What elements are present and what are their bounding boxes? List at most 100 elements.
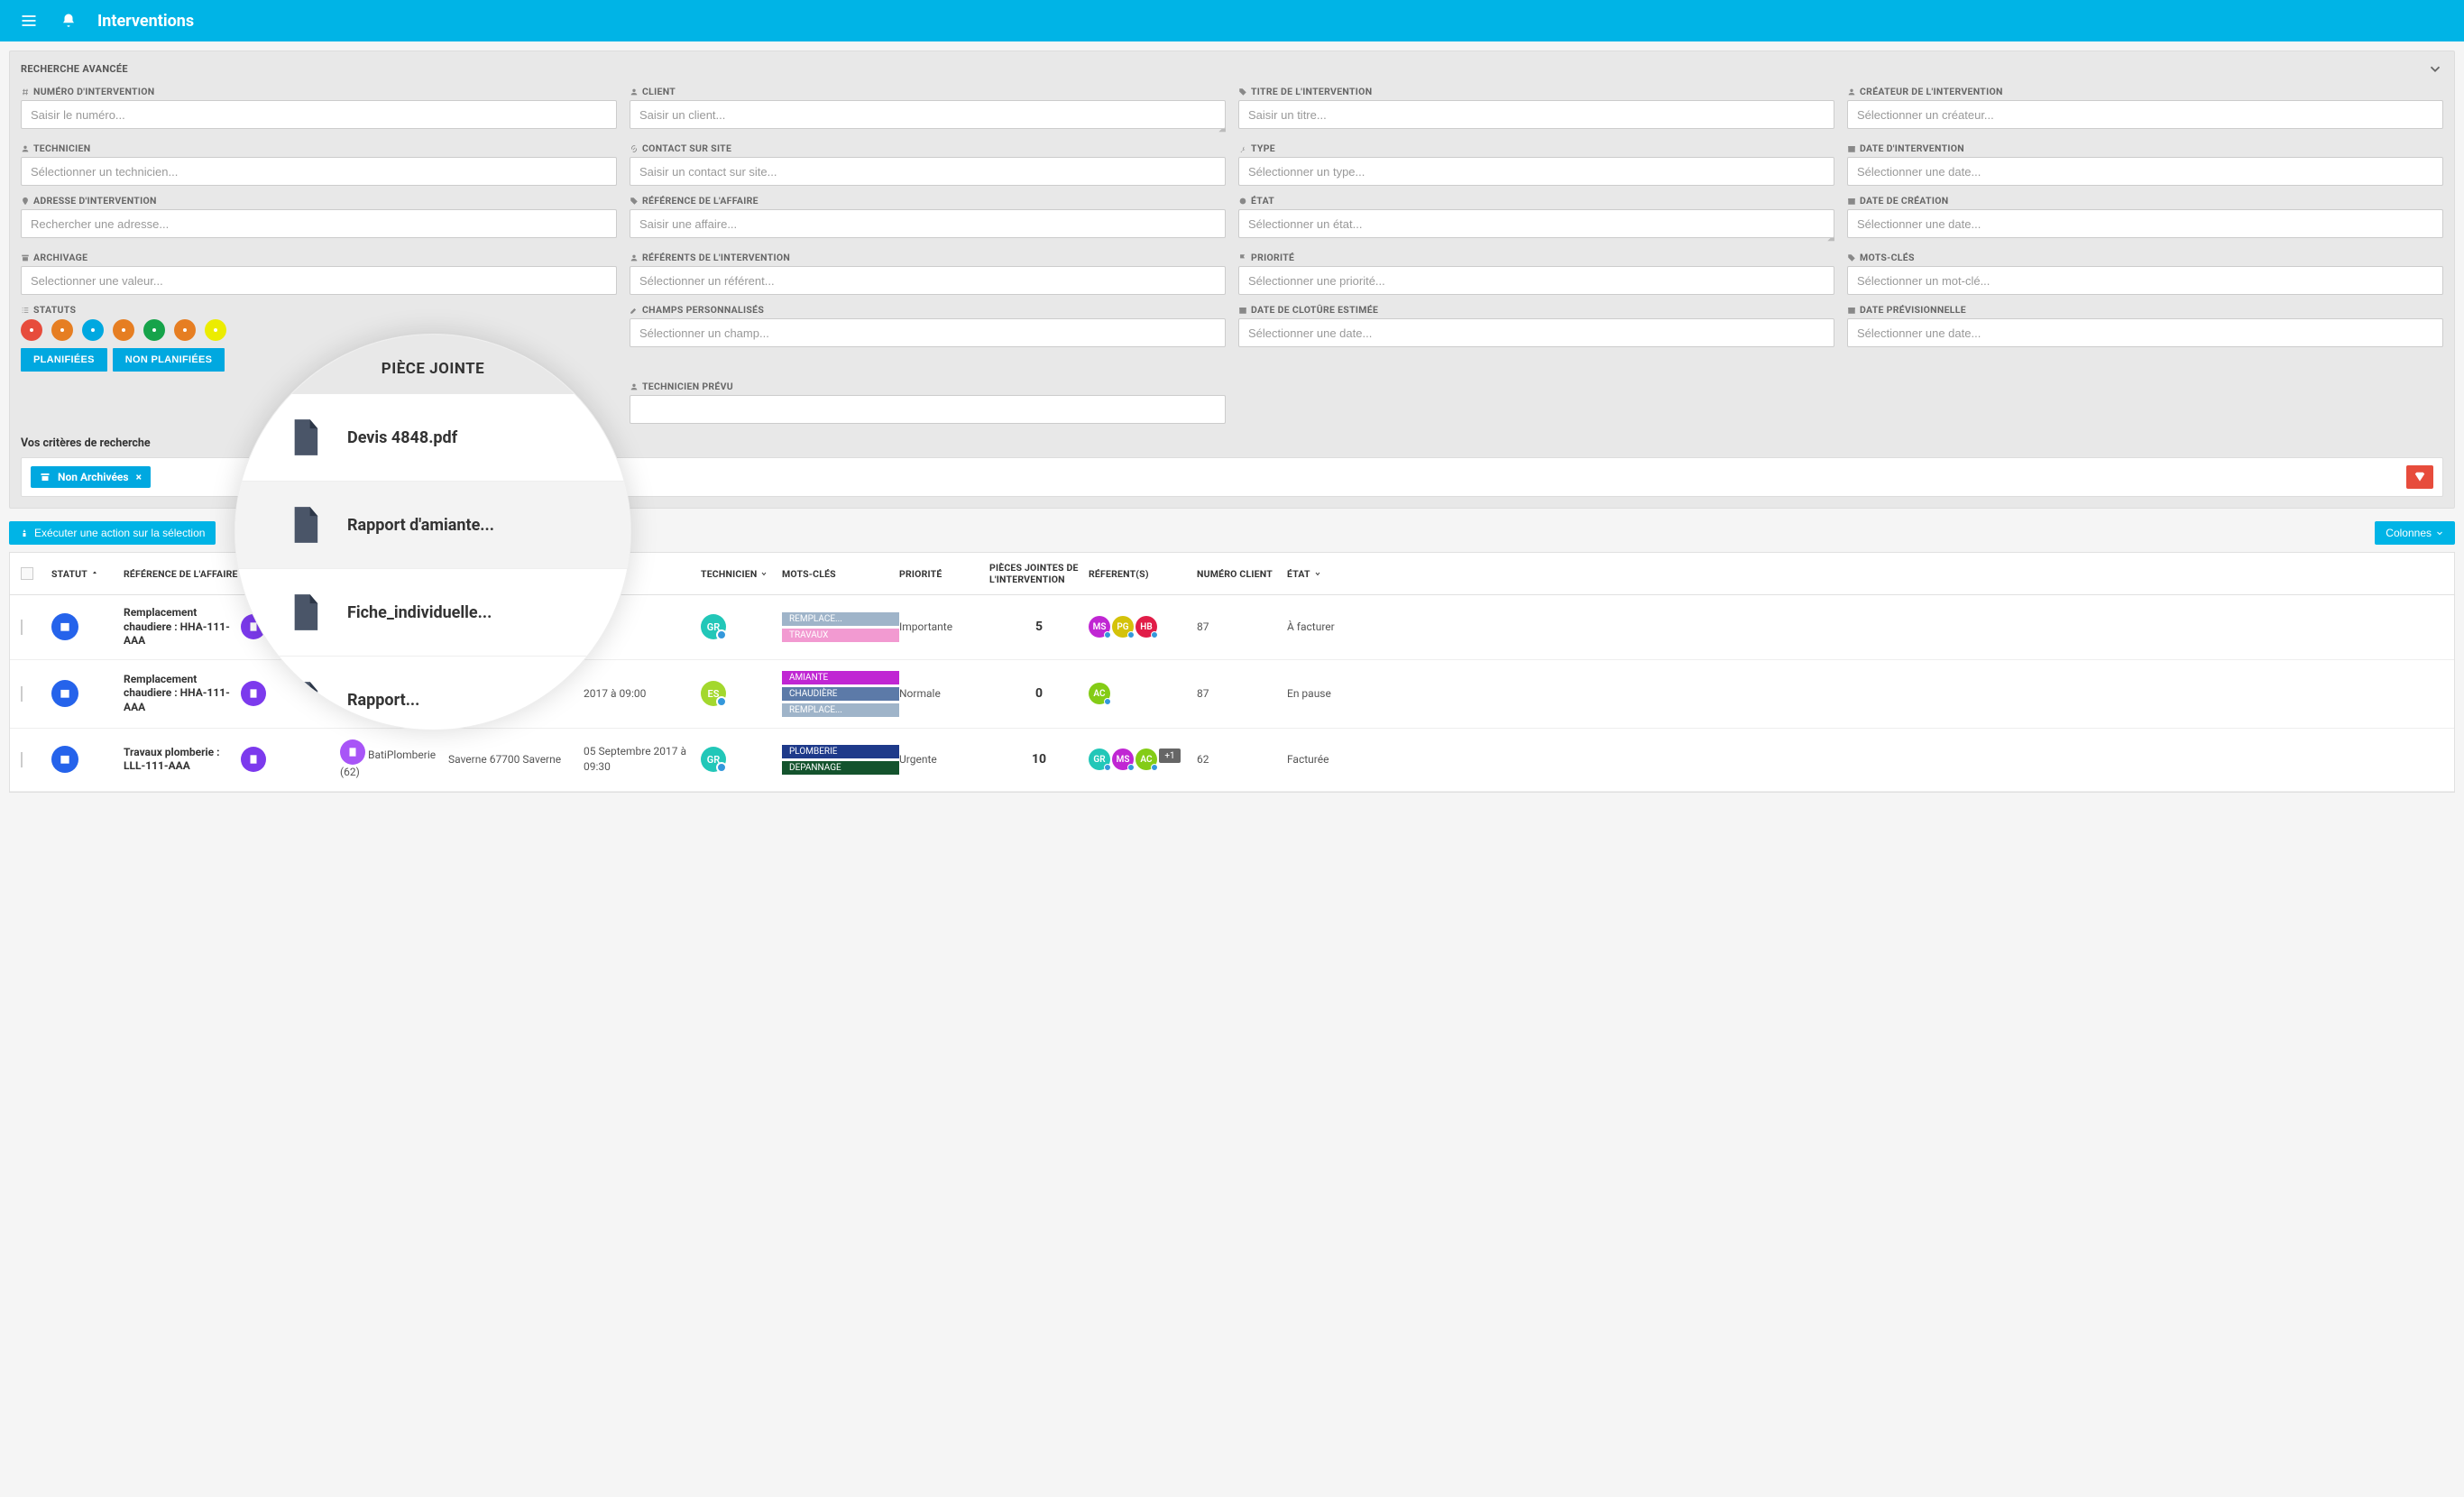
search-input-18[interactable] bbox=[1238, 318, 1834, 347]
attachment-item[interactable]: Rapport d'amiante... bbox=[235, 482, 630, 569]
site-icon bbox=[340, 739, 365, 765]
search-input-11[interactable] bbox=[1847, 209, 2443, 238]
row-checkbox[interactable] bbox=[21, 620, 23, 635]
search-input-12[interactable] bbox=[21, 266, 617, 295]
clear-criteria-button[interactable] bbox=[2406, 465, 2433, 489]
client-number: 87 bbox=[1197, 620, 1287, 635]
criteria-chip-text: Non Archivées bbox=[58, 471, 129, 483]
search-input-15[interactable] bbox=[1847, 266, 2443, 295]
menu-icon[interactable] bbox=[18, 10, 40, 32]
schedule-toggle[interactable]: NON PLANIFIÉES bbox=[113, 348, 225, 372]
columns-button-label: Colonnes bbox=[2386, 527, 2432, 539]
referent-avatar[interactable]: MS bbox=[1112, 748, 1134, 770]
column-header[interactable]: ÉTAT bbox=[1287, 568, 1359, 580]
page-title: Interventions bbox=[97, 12, 194, 31]
field-label: ADRESSE D'INTERVENTION bbox=[21, 195, 617, 207]
priority-cell: Urgente bbox=[899, 752, 989, 767]
date-cell: 05 Septembre 2017 à 09:30 bbox=[584, 744, 701, 775]
column-header[interactable]: STATUT bbox=[51, 568, 124, 580]
bulk-action-button[interactable]: Exécuter une action sur la sélection bbox=[9, 521, 216, 545]
search-input-8[interactable] bbox=[21, 209, 617, 238]
search-input-5[interactable] bbox=[630, 157, 1226, 186]
search-input-3[interactable] bbox=[1847, 100, 2443, 129]
row-checkbox[interactable] bbox=[21, 686, 23, 702]
field-label: TECHNICIEN bbox=[21, 142, 617, 154]
status-filter-dot[interactable] bbox=[51, 319, 73, 341]
search-input-1[interactable] bbox=[630, 100, 1226, 129]
referent-avatar[interactable]: AC bbox=[1135, 748, 1157, 770]
table-row[interactable]: Travaux plomberie : LLL-111-AAA BatiPlom… bbox=[10, 729, 2454, 792]
referent-avatar[interactable]: AC bbox=[1089, 683, 1110, 704]
referent-more[interactable]: +1 bbox=[1159, 748, 1181, 763]
field-label: STATUTS bbox=[21, 304, 617, 316]
column-header[interactable]: PIÈCES JOINTES DE L'INTERVENTION bbox=[989, 562, 1089, 585]
field-label: CONTACT SUR SITE bbox=[630, 142, 1226, 154]
status-filter-dot[interactable] bbox=[82, 319, 104, 341]
bulk-action-label: Exécuter une action sur la sélection bbox=[34, 527, 205, 539]
client-number: 87 bbox=[1197, 686, 1287, 702]
collapse-icon[interactable] bbox=[2427, 60, 2443, 77]
technician-avatar[interactable]: ES bbox=[701, 681, 726, 706]
status-badge bbox=[51, 746, 78, 773]
status-badge bbox=[51, 680, 78, 707]
status-filter-dot[interactable] bbox=[143, 319, 165, 341]
search-input-17[interactable] bbox=[630, 318, 1226, 347]
row-checkbox[interactable] bbox=[21, 752, 23, 767]
search-input-4[interactable] bbox=[21, 157, 617, 186]
referent-avatar[interactable]: HB bbox=[1135, 616, 1157, 638]
search-input-13[interactable] bbox=[630, 266, 1226, 295]
column-header[interactable]: PRIORITÉ bbox=[899, 568, 989, 580]
columns-button[interactable]: Colonnes bbox=[2375, 521, 2455, 545]
chip-remove-icon[interactable]: × bbox=[136, 471, 142, 483]
field-label: ARCHIVAGE bbox=[21, 252, 617, 263]
referent-avatar[interactable]: MS bbox=[1089, 616, 1110, 638]
client-icon bbox=[241, 681, 266, 706]
search-input-10[interactable] bbox=[1238, 209, 1834, 238]
column-header[interactable]: RÉFERENT(S) bbox=[1089, 568, 1197, 580]
topbar: Interventions bbox=[0, 0, 2464, 41]
status-filter-row bbox=[21, 319, 617, 341]
bell-icon[interactable] bbox=[58, 10, 79, 32]
search-input-7[interactable] bbox=[1847, 157, 2443, 186]
status-filter-dot[interactable] bbox=[113, 319, 134, 341]
column-header[interactable]: NUMÉRO CLIENT bbox=[1197, 568, 1287, 580]
reference-cell: Remplacement chaudiere : HHA-111-AAA bbox=[124, 606, 241, 648]
search-input-6[interactable] bbox=[1238, 157, 1834, 186]
technician-avatar[interactable]: GR bbox=[701, 747, 726, 772]
search-input-0[interactable] bbox=[21, 100, 617, 129]
select-all-checkbox[interactable] bbox=[21, 567, 33, 580]
column-header[interactable]: RÉFÉRENCE DE L'AFFAIRE bbox=[124, 568, 241, 580]
field-label: NUMÉRO D'INTERVENTION bbox=[21, 86, 617, 97]
referent-avatar[interactable]: GR bbox=[1089, 748, 1110, 770]
field-label: CHAMPS PERSONNALISÉS bbox=[630, 304, 1226, 316]
criteria-chip[interactable]: Non Archivées × bbox=[31, 466, 151, 488]
column-header[interactable]: TECHNICIEN bbox=[701, 568, 782, 580]
field-label: TITRE DE L'INTERVENTION bbox=[1238, 86, 1834, 97]
state-cell: Facturée bbox=[1287, 752, 1359, 767]
column-header[interactable] bbox=[15, 567, 51, 580]
search-input-2[interactable] bbox=[1238, 100, 1834, 129]
search-input-14[interactable] bbox=[1238, 266, 1834, 295]
reference-cell: Remplacement chaudiere : HHA-111-AAA bbox=[124, 673, 241, 715]
attachment-item[interactable]: Fiche_individuelle... bbox=[235, 569, 630, 657]
field-label: MOTS-CLÉS bbox=[1847, 252, 2443, 263]
schedule-toggle[interactable]: PLANIFIÉES bbox=[21, 348, 107, 372]
column-header[interactable]: MOTS-CLÉS bbox=[782, 568, 899, 580]
referent-avatar[interactable]: PG bbox=[1112, 616, 1134, 638]
search-input-9[interactable] bbox=[630, 209, 1226, 238]
referents-cell: MSPGHB bbox=[1089, 616, 1197, 638]
status-filter-dot[interactable] bbox=[205, 319, 226, 341]
search-input-19[interactable] bbox=[1847, 318, 2443, 347]
attachment-item[interactable]: Devis 4848.pdf bbox=[235, 394, 630, 482]
technician-avatar[interactable]: GR bbox=[701, 614, 726, 639]
status-filter-dot[interactable] bbox=[21, 319, 42, 341]
tags-cell: REMPLACE...TRAVAUX bbox=[782, 612, 899, 642]
keyword-tag: REMPLACE... bbox=[782, 703, 899, 717]
file-icon bbox=[290, 419, 320, 455]
field-label: ÉTAT bbox=[1238, 195, 1834, 207]
date-cell: 2017 à 09:00 bbox=[584, 686, 701, 702]
status-filter-dot[interactable] bbox=[174, 319, 196, 341]
field-label: DATE DE CLOTÛRE ESTIMÉE bbox=[1238, 304, 1834, 316]
search-input-21[interactable] bbox=[630, 395, 1226, 424]
field-label: DATE DE CRÉATION bbox=[1847, 195, 2443, 207]
